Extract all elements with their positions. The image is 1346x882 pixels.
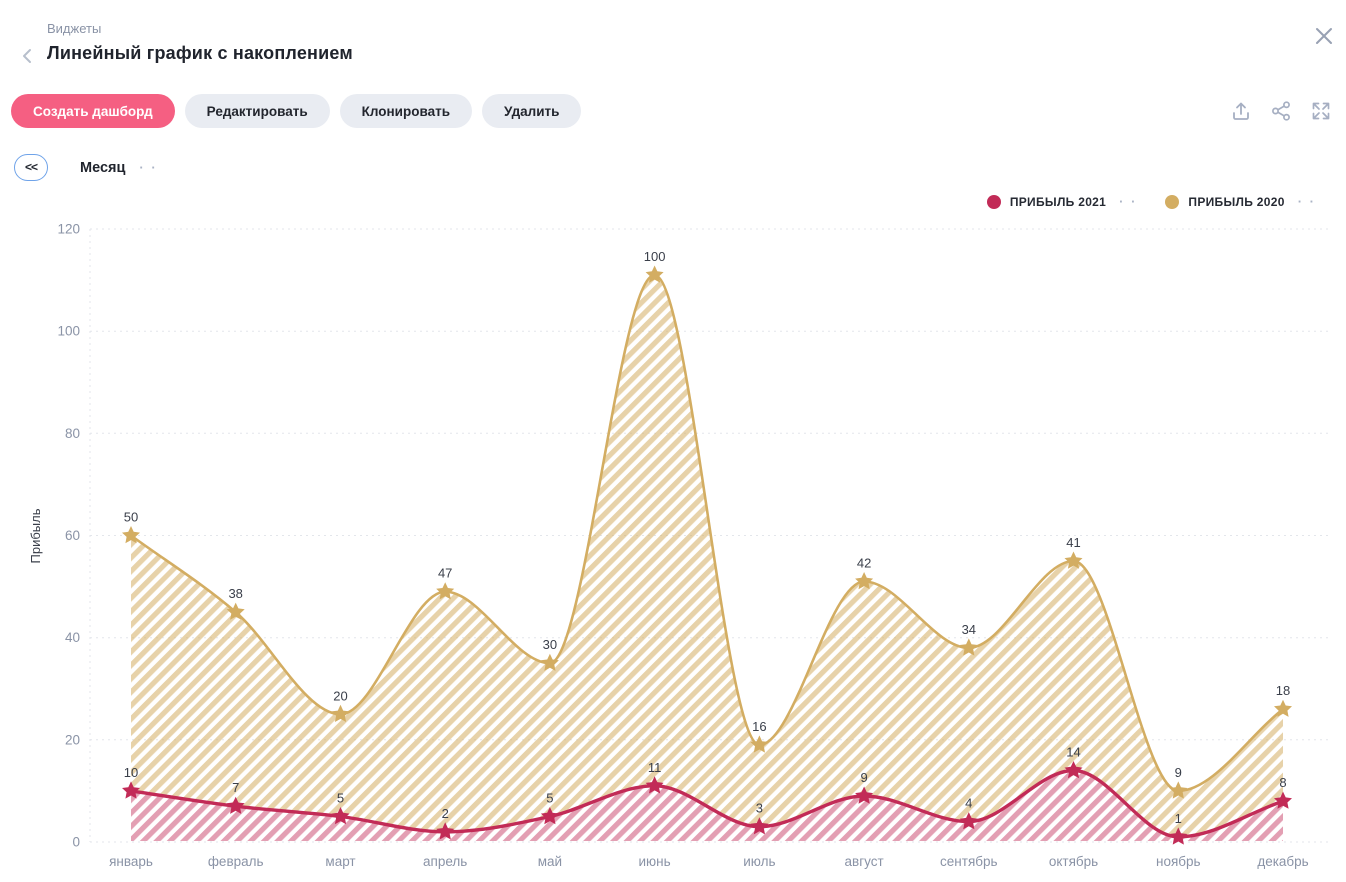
svg-text:5: 5 [337, 791, 344, 806]
share-icon[interactable] [1270, 100, 1292, 122]
collapse-panel-button[interactable]: << [14, 154, 48, 181]
svg-text:34: 34 [962, 622, 976, 637]
svg-text:100: 100 [57, 324, 80, 339]
svg-text:сентябрь: сентябрь [940, 854, 997, 869]
svg-text:100: 100 [644, 249, 666, 264]
svg-text:20: 20 [333, 688, 347, 703]
svg-text:9: 9 [860, 770, 867, 785]
legend-swatch-2021 [986, 194, 1001, 209]
period-filter-label: Месяц [80, 159, 126, 176]
svg-text:декабрь: декабрь [1257, 854, 1308, 869]
svg-text:февраль: февраль [208, 854, 264, 869]
svg-text:ноябрь: ноябрь [1156, 854, 1201, 869]
toolbar: Создать дашборд Редактировать Клонироват… [11, 94, 582, 128]
svg-text:август: август [845, 854, 884, 869]
legend-label-2021: ПРИБЫЛЬ 2021 [1009, 194, 1107, 209]
svg-text:16: 16 [752, 719, 766, 734]
svg-text:март: март [325, 854, 355, 869]
svg-text:14: 14 [1066, 745, 1080, 760]
svg-text:июль: июль [743, 854, 775, 869]
svg-text:41: 41 [1066, 535, 1080, 550]
svg-text:0: 0 [72, 835, 80, 850]
svg-text:10: 10 [124, 765, 138, 780]
export-icon[interactable] [1230, 100, 1252, 122]
svg-text:80: 80 [65, 426, 80, 441]
page-title: Линейный график с накоплением [47, 43, 353, 63]
svg-text:18: 18 [1276, 683, 1290, 698]
edit-button[interactable]: Редактировать [184, 94, 330, 128]
filter-row: << Месяц · · [14, 154, 158, 181]
svg-text:июнь: июнь [639, 854, 671, 869]
legend-options-dots-icon[interactable]: · · [1297, 194, 1316, 209]
x-axis-labels: январь февраль март апрель май июнь июль август… [109, 854, 1309, 869]
svg-text:3: 3 [756, 801, 763, 816]
svg-text:май: май [538, 854, 562, 869]
svg-text:20: 20 [65, 732, 80, 747]
legend-options-dots-icon[interactable]: · · [1119, 194, 1138, 209]
svg-text:7: 7 [232, 780, 239, 795]
create-dashboard-button[interactable]: Создать дашборд [11, 94, 175, 128]
y-axis-title: Прибыль [28, 508, 43, 563]
svg-text:4: 4 [965, 796, 972, 811]
svg-text:11: 11 [648, 760, 662, 775]
area-2021 [131, 770, 1283, 841]
svg-text:30: 30 [543, 637, 557, 652]
clone-button[interactable]: Клонировать [339, 94, 473, 128]
svg-text:8: 8 [1279, 775, 1286, 790]
back-button[interactable] [18, 46, 38, 66]
svg-text:2: 2 [442, 806, 449, 821]
svg-text:октябрь: октябрь [1049, 854, 1098, 869]
svg-text:1: 1 [1175, 811, 1182, 826]
chart-legend: ПРИБЫЛЬ 2021 · · ПРИБЫЛЬ 2020 · · [986, 194, 1316, 209]
legend-item-2020[interactable]: ПРИБЫЛЬ 2020 · · [1165, 194, 1316, 209]
legend-item-2021[interactable]: ПРИБЫЛЬ 2021 · · [986, 194, 1138, 209]
svg-text:январь: январь [109, 854, 153, 869]
svg-text:50: 50 [124, 510, 138, 525]
value-labels-2021: 10 7 5 2 5 11 3 9 4 14 1 8 [124, 745, 1287, 826]
svg-text:9: 9 [1175, 765, 1182, 780]
markers-2020[interactable] [122, 265, 1292, 799]
delete-button[interactable]: Удалить [482, 94, 582, 128]
breadcrumb: Виджеты [47, 21, 102, 36]
svg-text:60: 60 [65, 528, 80, 543]
chart-actions [1230, 100, 1332, 122]
svg-text:47: 47 [438, 566, 452, 581]
legend-label-2020: ПРИБЫЛЬ 2020 [1188, 194, 1285, 209]
svg-text:40: 40 [65, 630, 80, 645]
legend-swatch-2020 [1165, 194, 1180, 209]
close-icon[interactable] [1312, 24, 1336, 48]
svg-text:5: 5 [546, 791, 553, 806]
area-2020 [131, 275, 1283, 837]
value-labels-2020: 50 38 20 47 30 100 16 42 34 41 9 18 [124, 249, 1290, 780]
line-2020 [130, 273, 1284, 793]
markers-2021[interactable] [122, 761, 1292, 845]
svg-text:120: 120 [57, 222, 80, 237]
period-options-dots-icon[interactable]: · · [139, 160, 158, 175]
svg-text:апрель: апрель [423, 854, 467, 869]
svg-text:38: 38 [228, 586, 242, 601]
svg-text:42: 42 [857, 556, 871, 571]
fullscreen-icon[interactable] [1310, 100, 1332, 122]
